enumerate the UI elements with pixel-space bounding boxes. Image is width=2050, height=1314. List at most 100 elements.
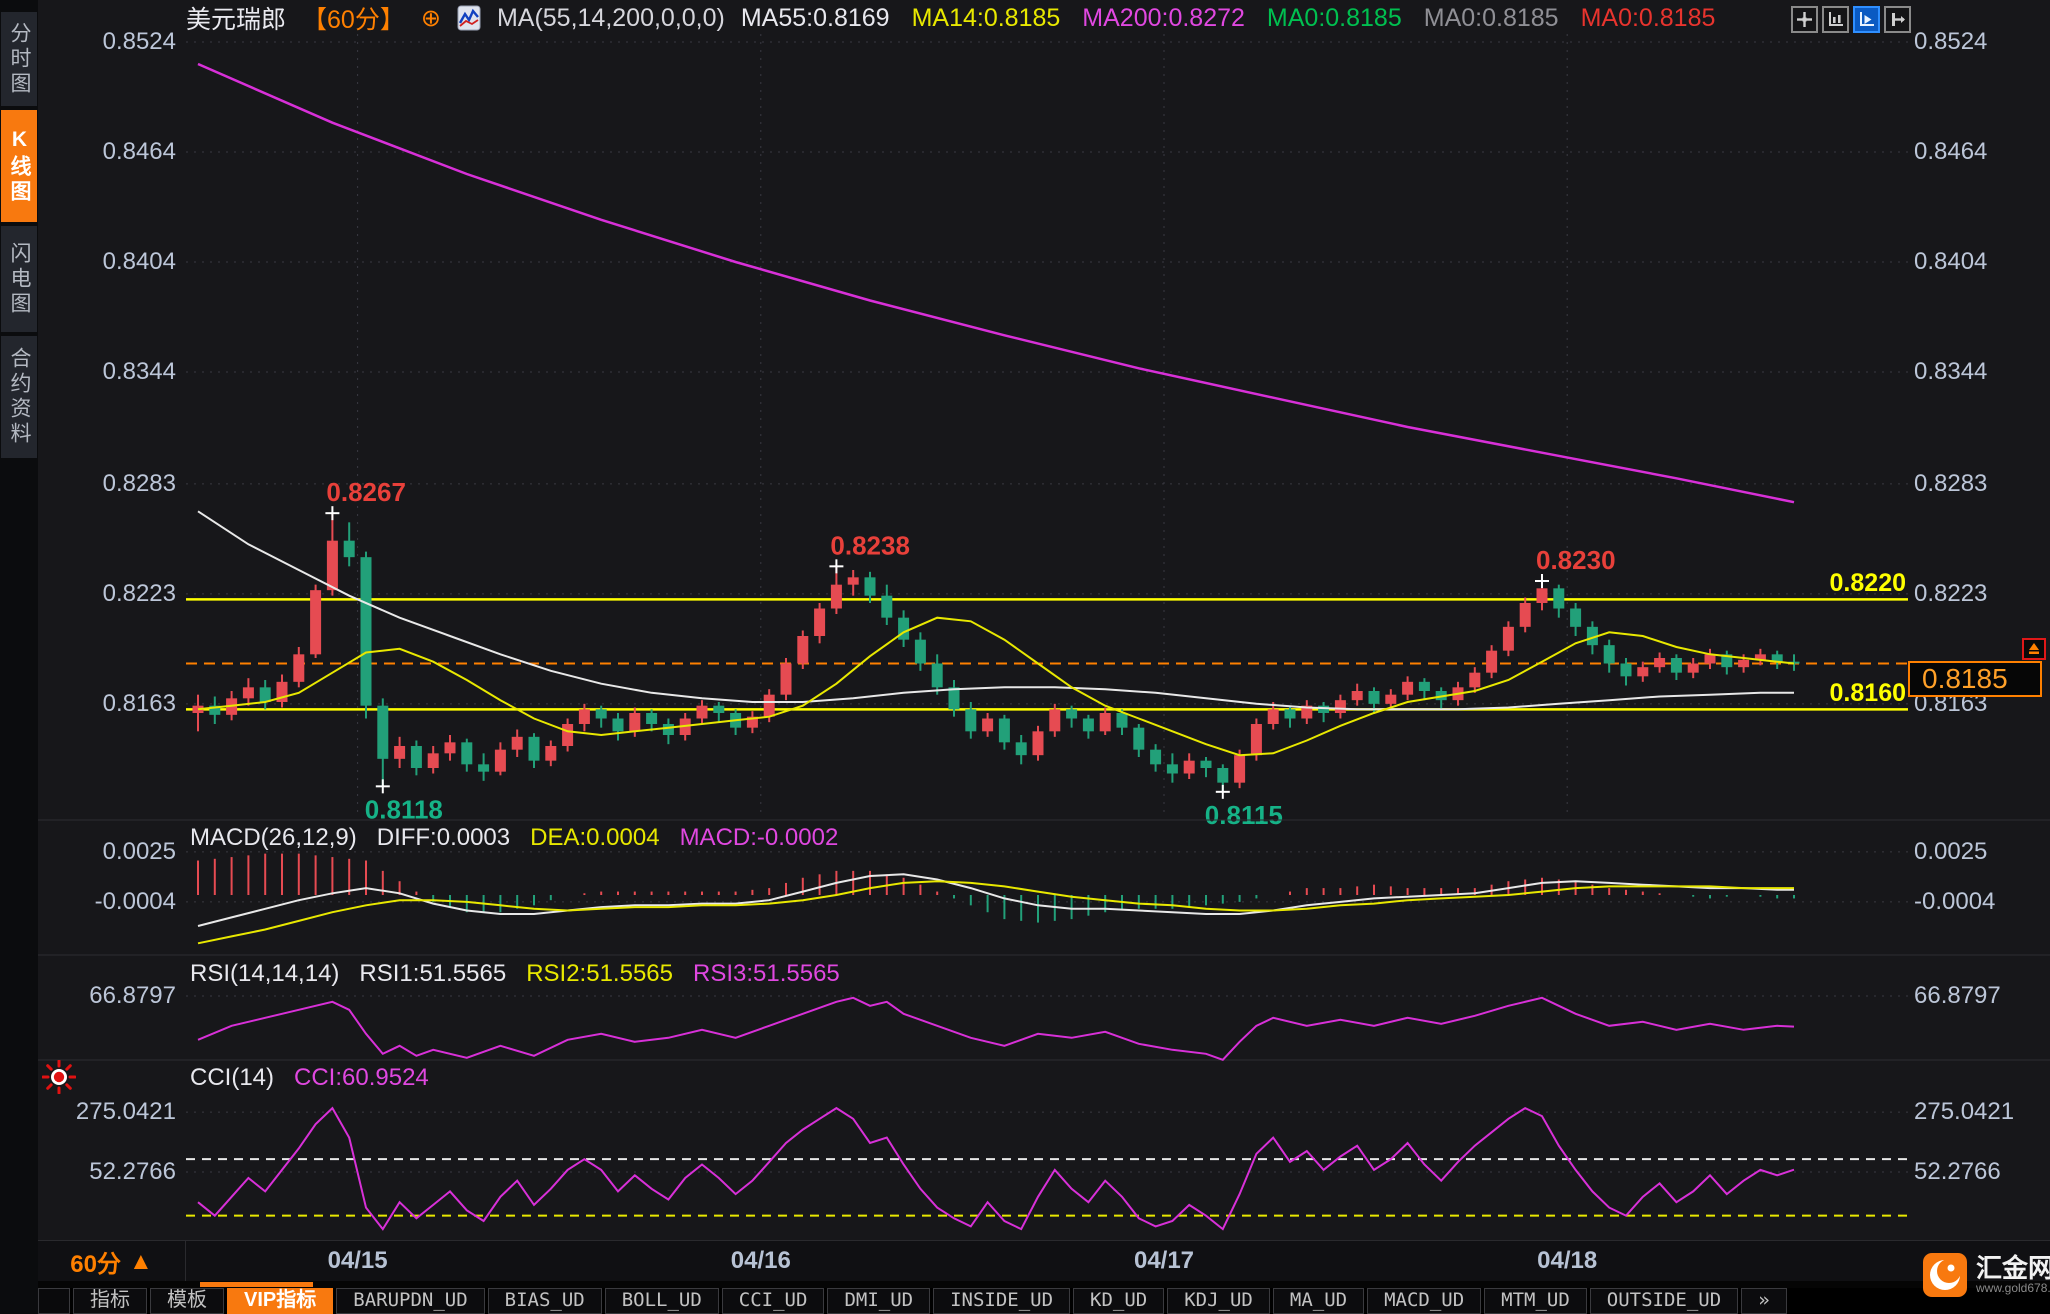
rsi-axis-label: 66.8797 xyxy=(89,982,176,1009)
candle-body xyxy=(1368,691,1380,704)
price-axis-label: 0.8223 xyxy=(1914,579,1988,607)
tab-corner-cell xyxy=(38,1288,70,1314)
date-label: 04/18 xyxy=(1537,1247,1598,1274)
tab-dmi_ud[interactable]: DMI_UD xyxy=(827,1288,931,1314)
indicator-value-label: MACD:-0.0002 xyxy=(679,824,839,851)
ma-value-label: MA14:0.8185 xyxy=(911,3,1061,32)
candle-body xyxy=(830,584,842,609)
tab-cci_ud[interactable]: CCI_UD xyxy=(721,1288,825,1314)
candle-body xyxy=(1553,588,1565,609)
indicator-value-label: RSI1:51.5565 xyxy=(359,960,507,987)
candle-body xyxy=(1670,658,1682,673)
sidebar-item-2[interactable]: K线图 xyxy=(1,110,37,222)
candle-body xyxy=(1116,713,1128,728)
sidebar-item-1[interactable]: 分时图 xyxy=(1,12,37,106)
tab-»[interactable]: » xyxy=(1741,1288,1787,1314)
indicator-value-label: CCI(14) xyxy=(190,1064,275,1091)
price-annotation: 0.8115 xyxy=(1205,800,1283,830)
sidebar: 分时图 K线图闪电图合约资料 xyxy=(0,0,38,1314)
candle-body xyxy=(1502,626,1514,651)
chart-toolbar xyxy=(1791,6,1911,33)
scrollbar-thumb[interactable] xyxy=(200,1282,313,1287)
macd-axis-label: -0.0004 xyxy=(1914,887,1996,915)
support-level-label: 0.8160 xyxy=(1829,679,1906,708)
chart-header: 美元瑞郎 【60分】 ⊕ MA(55,14,200,0,0,0) MA55:0.… xyxy=(186,2,1716,35)
candle-body xyxy=(1704,654,1716,664)
candle-body xyxy=(1754,654,1766,660)
exit-panel-icon[interactable] xyxy=(1884,6,1911,33)
ma55-line xyxy=(197,510,1794,711)
resistance-level-label: 0.8220 xyxy=(1829,569,1906,598)
sidebar-item-4[interactable]: 合约资料 xyxy=(1,336,37,458)
indicator-value-label: RSI(14,14,14) xyxy=(190,960,340,987)
candle-body xyxy=(528,736,540,761)
tab-kdj_ud[interactable]: KDJ_UD xyxy=(1167,1288,1270,1314)
candle-body xyxy=(1234,755,1246,783)
axis-play-icon[interactable] xyxy=(1853,6,1880,33)
candle-body xyxy=(1183,760,1195,774)
candle-body xyxy=(612,718,624,732)
price-alert-icon[interactable] xyxy=(2022,638,2046,660)
logo-url: www.gold678.com xyxy=(1976,1281,2050,1296)
tab-模板[interactable]: 模板 xyxy=(150,1288,224,1314)
candle-body xyxy=(578,709,590,724)
candle-body xyxy=(1200,760,1212,768)
tab-outside_ud[interactable]: OUTSIDE_UD xyxy=(1589,1288,1739,1314)
candle-body xyxy=(1301,705,1313,719)
ma-values: MA55:0.8169 MA14:0.8185 MA200:0.8272 MA0:0.… xyxy=(741,4,1716,33)
tab-ma_ud[interactable]: MA_UD xyxy=(1272,1288,1365,1314)
candle-body xyxy=(1334,700,1346,713)
link-icon[interactable]: ⊕ xyxy=(420,4,441,32)
candle-body xyxy=(1721,654,1733,668)
tab-mtm_ud[interactable]: MTM_UD xyxy=(1484,1288,1587,1314)
candle-body xyxy=(259,687,271,702)
candle-body xyxy=(998,718,1010,743)
tab-kd_ud[interactable]: KD_UD xyxy=(1073,1288,1165,1314)
sidebar-item-3[interactable]: 闪电图 xyxy=(1,226,37,332)
candle-body xyxy=(1570,608,1582,627)
period-badge[interactable]: 【60分】 xyxy=(302,6,405,34)
candle-body xyxy=(1318,705,1330,713)
candle-body xyxy=(1687,663,1699,673)
price-axis-label: 0.8283 xyxy=(1914,469,1988,497)
price-axis-label: 0.8464 xyxy=(102,138,176,165)
tab-指标[interactable]: 指标 xyxy=(73,1288,147,1314)
tab-barupdn_ud[interactable]: BARUPDN_UD xyxy=(336,1288,485,1314)
cci-panel-header: CCI(14) CCI:60.9524 xyxy=(190,1064,429,1092)
horizontal-scrollbar[interactable] xyxy=(38,1281,2050,1288)
candle-body xyxy=(494,749,506,772)
ma200-line xyxy=(197,62,1795,504)
cci-axis-label: 275.0421 xyxy=(1914,1098,2015,1126)
tab-macd_ud[interactable]: MACD_UD xyxy=(1367,1288,1482,1314)
date-label: 04/15 xyxy=(327,1247,388,1274)
ma-value-label: MA200:0.8272 xyxy=(1082,3,1245,32)
candle-body xyxy=(1082,718,1094,732)
candle-body xyxy=(1351,691,1363,701)
candle-body xyxy=(478,764,490,772)
axis-bars-icon[interactable] xyxy=(1822,6,1849,33)
candle-body xyxy=(629,713,641,732)
price-axis-label: 0.8344 xyxy=(1914,358,1988,385)
chart-type-icon[interactable] xyxy=(457,5,481,31)
candle-body xyxy=(1536,588,1548,603)
candle-body xyxy=(965,709,977,732)
tab-vip指标[interactable]: VIP指标 xyxy=(227,1288,334,1314)
period-cell-label: 60分 xyxy=(70,1251,121,1278)
period-cell[interactable]: 60分 ▲ xyxy=(38,1241,186,1282)
candle-body xyxy=(343,540,355,558)
price-annotation: 0.8118 xyxy=(365,794,443,824)
tab-boll_ud[interactable]: BOLL_UD xyxy=(604,1288,719,1314)
macd-axis-label: 0.0025 xyxy=(1914,837,1988,865)
price-annotation: 0.8238 xyxy=(830,530,910,560)
macd-diff-line xyxy=(197,873,1794,927)
rsi-line xyxy=(197,996,1795,1061)
price-axis-label: 0.8283 xyxy=(102,469,176,497)
crosshair-icon[interactable] xyxy=(1791,6,1818,33)
candle-body xyxy=(1267,709,1279,724)
tab-bias_ud[interactable]: BIAS_UD xyxy=(487,1288,602,1314)
candle-body xyxy=(780,663,792,695)
tab-inside_ud[interactable]: INSIDE_UD xyxy=(933,1288,1071,1314)
record-dot-icon[interactable] xyxy=(41,1059,77,1099)
candle-body xyxy=(410,746,422,768)
